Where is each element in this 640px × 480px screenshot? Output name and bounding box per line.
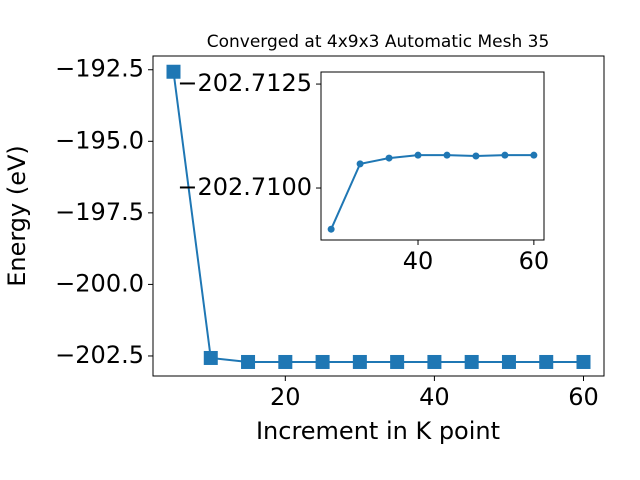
- marker: [241, 354, 256, 369]
- marker: [501, 151, 509, 159]
- marker: [327, 225, 335, 233]
- marker: [427, 354, 442, 369]
- marker: [166, 64, 181, 79]
- marker: [576, 354, 591, 369]
- axes-frame: [320, 71, 545, 241]
- axes-frame: [152, 55, 605, 377]
- x-tick-label: 60: [568, 383, 599, 411]
- marker: [203, 350, 218, 365]
- x-tick-label: 60: [519, 247, 550, 275]
- marker: [501, 354, 516, 369]
- y-tick-label: −197.5: [55, 198, 144, 226]
- marker: [414, 151, 422, 159]
- y-tick-label: −202.7125: [177, 69, 312, 97]
- chart-title: Converged at 4x9x3 Automatic Mesh 35: [207, 32, 550, 52]
- marker: [356, 160, 364, 168]
- x-tick-label: 40: [403, 247, 434, 275]
- marker: [539, 354, 554, 369]
- marker: [464, 354, 479, 369]
- x-tick-label: 40: [419, 383, 450, 411]
- marker: [443, 151, 451, 159]
- y-tick-label: −200.0: [55, 269, 144, 297]
- y-axis-label: Energy (eV): [3, 145, 31, 287]
- marker: [530, 151, 538, 159]
- y-tick-label: −202.5: [55, 341, 144, 369]
- marker: [278, 354, 293, 369]
- marker: [352, 354, 367, 369]
- marker: [385, 154, 393, 162]
- y-tick-label: −202.7100: [177, 173, 312, 201]
- series-line: [330, 154, 534, 230]
- y-tick-label: −195.0: [55, 126, 144, 154]
- marker: [472, 152, 480, 160]
- x-tick-label: 20: [270, 383, 301, 411]
- marker: [390, 354, 405, 369]
- x-axis-label: Increment in K point: [256, 417, 500, 445]
- marker: [315, 354, 330, 369]
- y-tick-label: −192.5: [55, 55, 144, 83]
